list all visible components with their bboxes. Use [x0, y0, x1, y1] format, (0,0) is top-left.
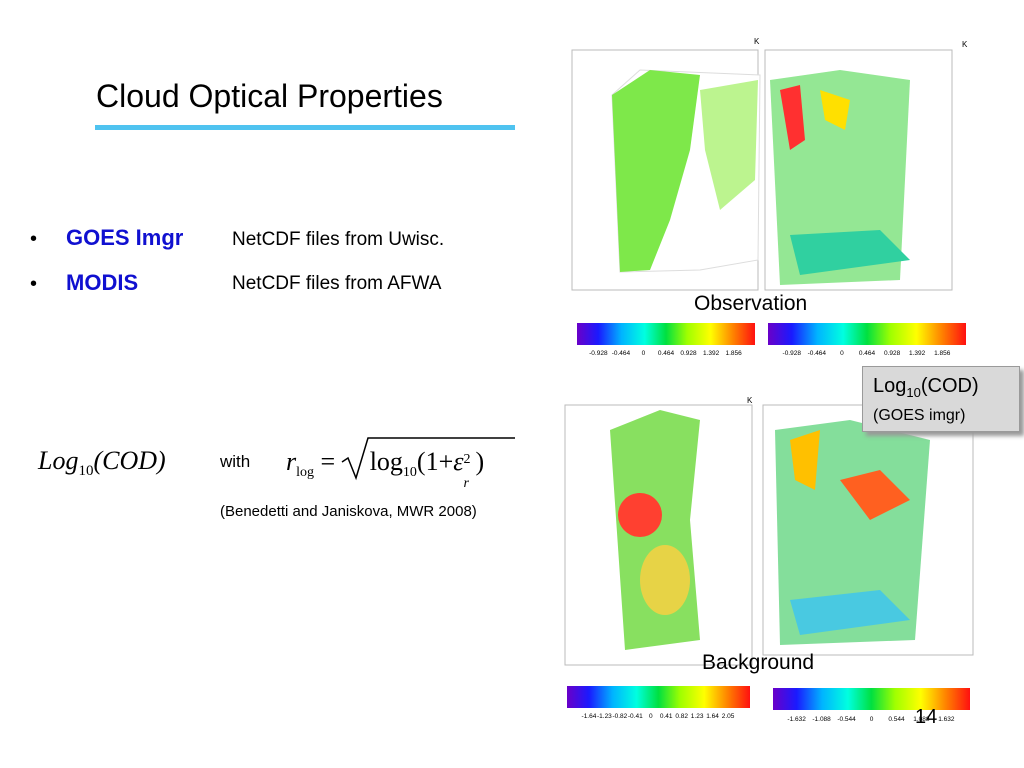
map-mark: K — [747, 396, 753, 405]
map-field — [790, 590, 910, 635]
formula-part: r — [463, 476, 469, 491]
bullet-label: GOES Imgr — [66, 225, 184, 250]
colorbar-tick-label: 2.05 — [722, 713, 735, 720]
map-field — [612, 70, 700, 272]
colorbar-tick-label: 1.088 — [913, 716, 930, 723]
bullet-label: MODIS — [66, 270, 139, 295]
map-field — [700, 80, 758, 210]
colorbar — [773, 688, 970, 710]
formula-part: (1+ — [416, 447, 454, 476]
colorbar-tick-label: -1.088 — [812, 716, 831, 723]
colorbar-tick-label: 0.464 — [859, 350, 876, 357]
colorbar-tick-label: -1.632 — [787, 716, 806, 723]
panel-label: Background — [702, 651, 815, 674]
bullet-dot: • — [30, 228, 38, 250]
colorbar-tick-label: 0 — [642, 350, 646, 357]
map-field — [780, 85, 805, 150]
formula-part: (COD) — [93, 446, 166, 475]
colorbar-tick-label: 0 — [649, 713, 653, 720]
colorbar-tick-label: 1.392 — [909, 350, 926, 357]
colorbar-tick-label: 0.928 — [884, 350, 901, 357]
colorbar-tick-label: -0.928 — [783, 350, 802, 357]
formula-with: with — [220, 452, 251, 471]
slide-title: Cloud Optical Properties — [96, 78, 443, 114]
colorbar — [567, 686, 750, 708]
colorbar-tick-label: -0.544 — [837, 716, 856, 723]
colorbar-tick-label: 0.41 — [660, 713, 673, 720]
colorbar-tick-label: 1.392 — [703, 350, 720, 357]
colorbar — [577, 323, 755, 345]
colorbar-tick-label: 0.82 — [675, 713, 688, 720]
map-mark: K — [962, 40, 968, 49]
map-field — [790, 430, 820, 490]
map-field — [840, 470, 910, 520]
colorbar-tick-label: -0.41 — [628, 713, 643, 720]
colorbar-tick-label: 1.23 — [691, 713, 704, 720]
bullet-text: NetCDF files from AFWA — [232, 273, 442, 294]
formula-part: ) — [475, 447, 485, 476]
formula-lhs: Log10(COD) — [38, 446, 166, 480]
map-field — [790, 230, 910, 275]
formula-part: log — [369, 447, 403, 476]
formula-part: Log — [38, 446, 79, 475]
sqrt-sign — [341, 437, 515, 481]
colorbar-tick-label: -0.464 — [808, 350, 827, 357]
citation: (Benedetti and Janiskova, MWR 2008) — [220, 503, 477, 520]
colorbar-tick-label: 1.856 — [934, 350, 951, 357]
colorbar — [768, 323, 966, 345]
callout-part: 10 — [906, 385, 921, 400]
colorbar-tick-label: 0 — [840, 350, 844, 357]
colorbar-tick-label: -1.64 — [582, 713, 597, 720]
callout: Log10(COD) (GOES imgr) — [862, 366, 1020, 432]
bullet-text: NetCDF files from Uwisc. — [232, 229, 445, 250]
map-field — [640, 545, 690, 615]
colorbar-tick-label: -1.23 — [597, 713, 612, 720]
callout-part: Log — [873, 375, 907, 397]
colorbar-tick-label: 1.64 — [706, 713, 719, 720]
callout-note: (GOES imgr) — [873, 407, 966, 424]
map-field — [820, 90, 850, 130]
title-rule — [95, 125, 515, 130]
formula-part: log — [296, 465, 315, 481]
colorbar-tick-label: -0.82 — [612, 713, 627, 720]
formula-part: 10 — [402, 465, 417, 481]
colorbar-tick-label: -0.464 — [612, 350, 631, 357]
map-field — [618, 493, 662, 537]
colorbar-tick-label: -0.928 — [589, 350, 608, 357]
formula-part: 10 — [78, 463, 94, 480]
colorbar-tick-label: 1.632 — [938, 716, 955, 723]
panel-label: Observation — [694, 292, 808, 315]
formula-part: ε — [453, 447, 464, 476]
callout-part: (COD) — [920, 375, 979, 397]
formula-rhs: rlog = log10(1+ε 2 r) — [286, 447, 485, 491]
colorbar-tick-label: 1.856 — [725, 350, 742, 357]
formula-part: = — [320, 447, 336, 476]
formula-part: 2 — [463, 452, 471, 467]
map-mark: K — [754, 37, 760, 46]
colorbar-tick-label: 0.544 — [888, 716, 905, 723]
colorbar-tick-label: 0 — [870, 716, 874, 723]
colorbar-tick-label: 0.928 — [680, 350, 697, 357]
formula-part: r — [286, 447, 297, 476]
bullet-dot: • — [30, 273, 38, 295]
colorbar-tick-label: 0.464 — [658, 350, 675, 357]
page-number: 14 — [915, 706, 938, 728]
